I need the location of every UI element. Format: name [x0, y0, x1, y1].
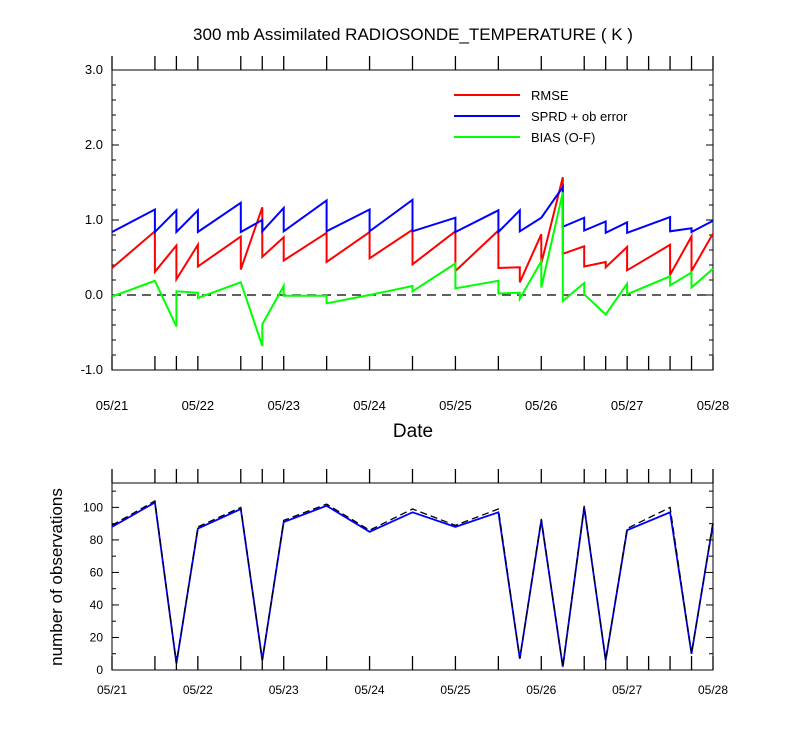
- bottom-x-axis: 05/21 05/22 05/23 05/24 05/25 05/26 05/27 05/28: [97, 469, 728, 697]
- x-tick-label: 05/21: [97, 683, 127, 697]
- legend-label: SPRD + ob error: [531, 109, 628, 124]
- y-tick-label: 60: [90, 565, 104, 579]
- y-tick-label: 0: [96, 663, 103, 677]
- y-axis-label: number of observations: [47, 488, 66, 666]
- top-x-axis: 05/21 05/22 05/23 05/24 05/25 05/26 05/27 05/28: [96, 56, 730, 413]
- top-chart: -1.00.01.02.03.0 05/21 05/22 05/23 05/24 05/…: [81, 56, 730, 442]
- x-tick-label: 05/27: [611, 398, 644, 413]
- series-line-bias-o-f: [111, 192, 714, 347]
- legend-label: BIAS (O-F): [531, 130, 595, 145]
- y-tick-label: 3.0: [85, 62, 103, 77]
- y-tick-label: 80: [90, 533, 104, 547]
- x-tick-label: 05/25: [439, 398, 472, 413]
- x-tick-label: 05/23: [267, 398, 300, 413]
- chart-title: 300 mb Assimilated RADIOSONDE_TEMPERATUR…: [193, 25, 633, 44]
- x-tick-label: 05/27: [612, 683, 642, 697]
- series-line-total: [111, 499, 714, 667]
- y-tick-label: 40: [90, 598, 104, 612]
- series-line-assimilated: [111, 501, 714, 667]
- y-tick-label: 100: [83, 500, 103, 514]
- series-line-sprd-ob-error: [111, 183, 714, 235]
- bottom-plot-frame: [111, 482, 714, 671]
- series-line-rmse: [111, 176, 714, 283]
- x-tick-label: 05/21: [96, 398, 129, 413]
- x-tick-label: 05/24: [355, 683, 385, 697]
- y-tick-label: 2.0: [85, 137, 103, 152]
- x-tick-label: 05/28: [698, 683, 728, 697]
- x-tick-label: 05/23: [269, 683, 299, 697]
- x-axis-label: Date: [393, 421, 433, 442]
- bottom-y-axis: 0 20 40 60 80 100: [83, 490, 713, 677]
- y-tick-label: 0.0: [85, 287, 103, 302]
- y-tick-label: 1.0: [85, 212, 103, 227]
- x-tick-label: 05/26: [526, 683, 556, 697]
- x-tick-label: 05/22: [182, 398, 215, 413]
- x-tick-label: 05/28: [697, 398, 730, 413]
- x-tick-label: 05/25: [440, 683, 470, 697]
- y-tick-label: 20: [90, 630, 104, 644]
- legend-label: RMSE: [531, 88, 569, 103]
- x-tick-label: 05/22: [183, 683, 213, 697]
- top-series-group: [111, 176, 714, 347]
- x-tick-label: 05/26: [525, 398, 558, 413]
- legend: RMSE SPRD + ob error BIAS (O-F): [454, 88, 628, 145]
- x-tick-label: 05/24: [353, 398, 386, 413]
- y-tick-label: -1.0: [81, 362, 103, 377]
- bottom-series-group: [111, 499, 714, 667]
